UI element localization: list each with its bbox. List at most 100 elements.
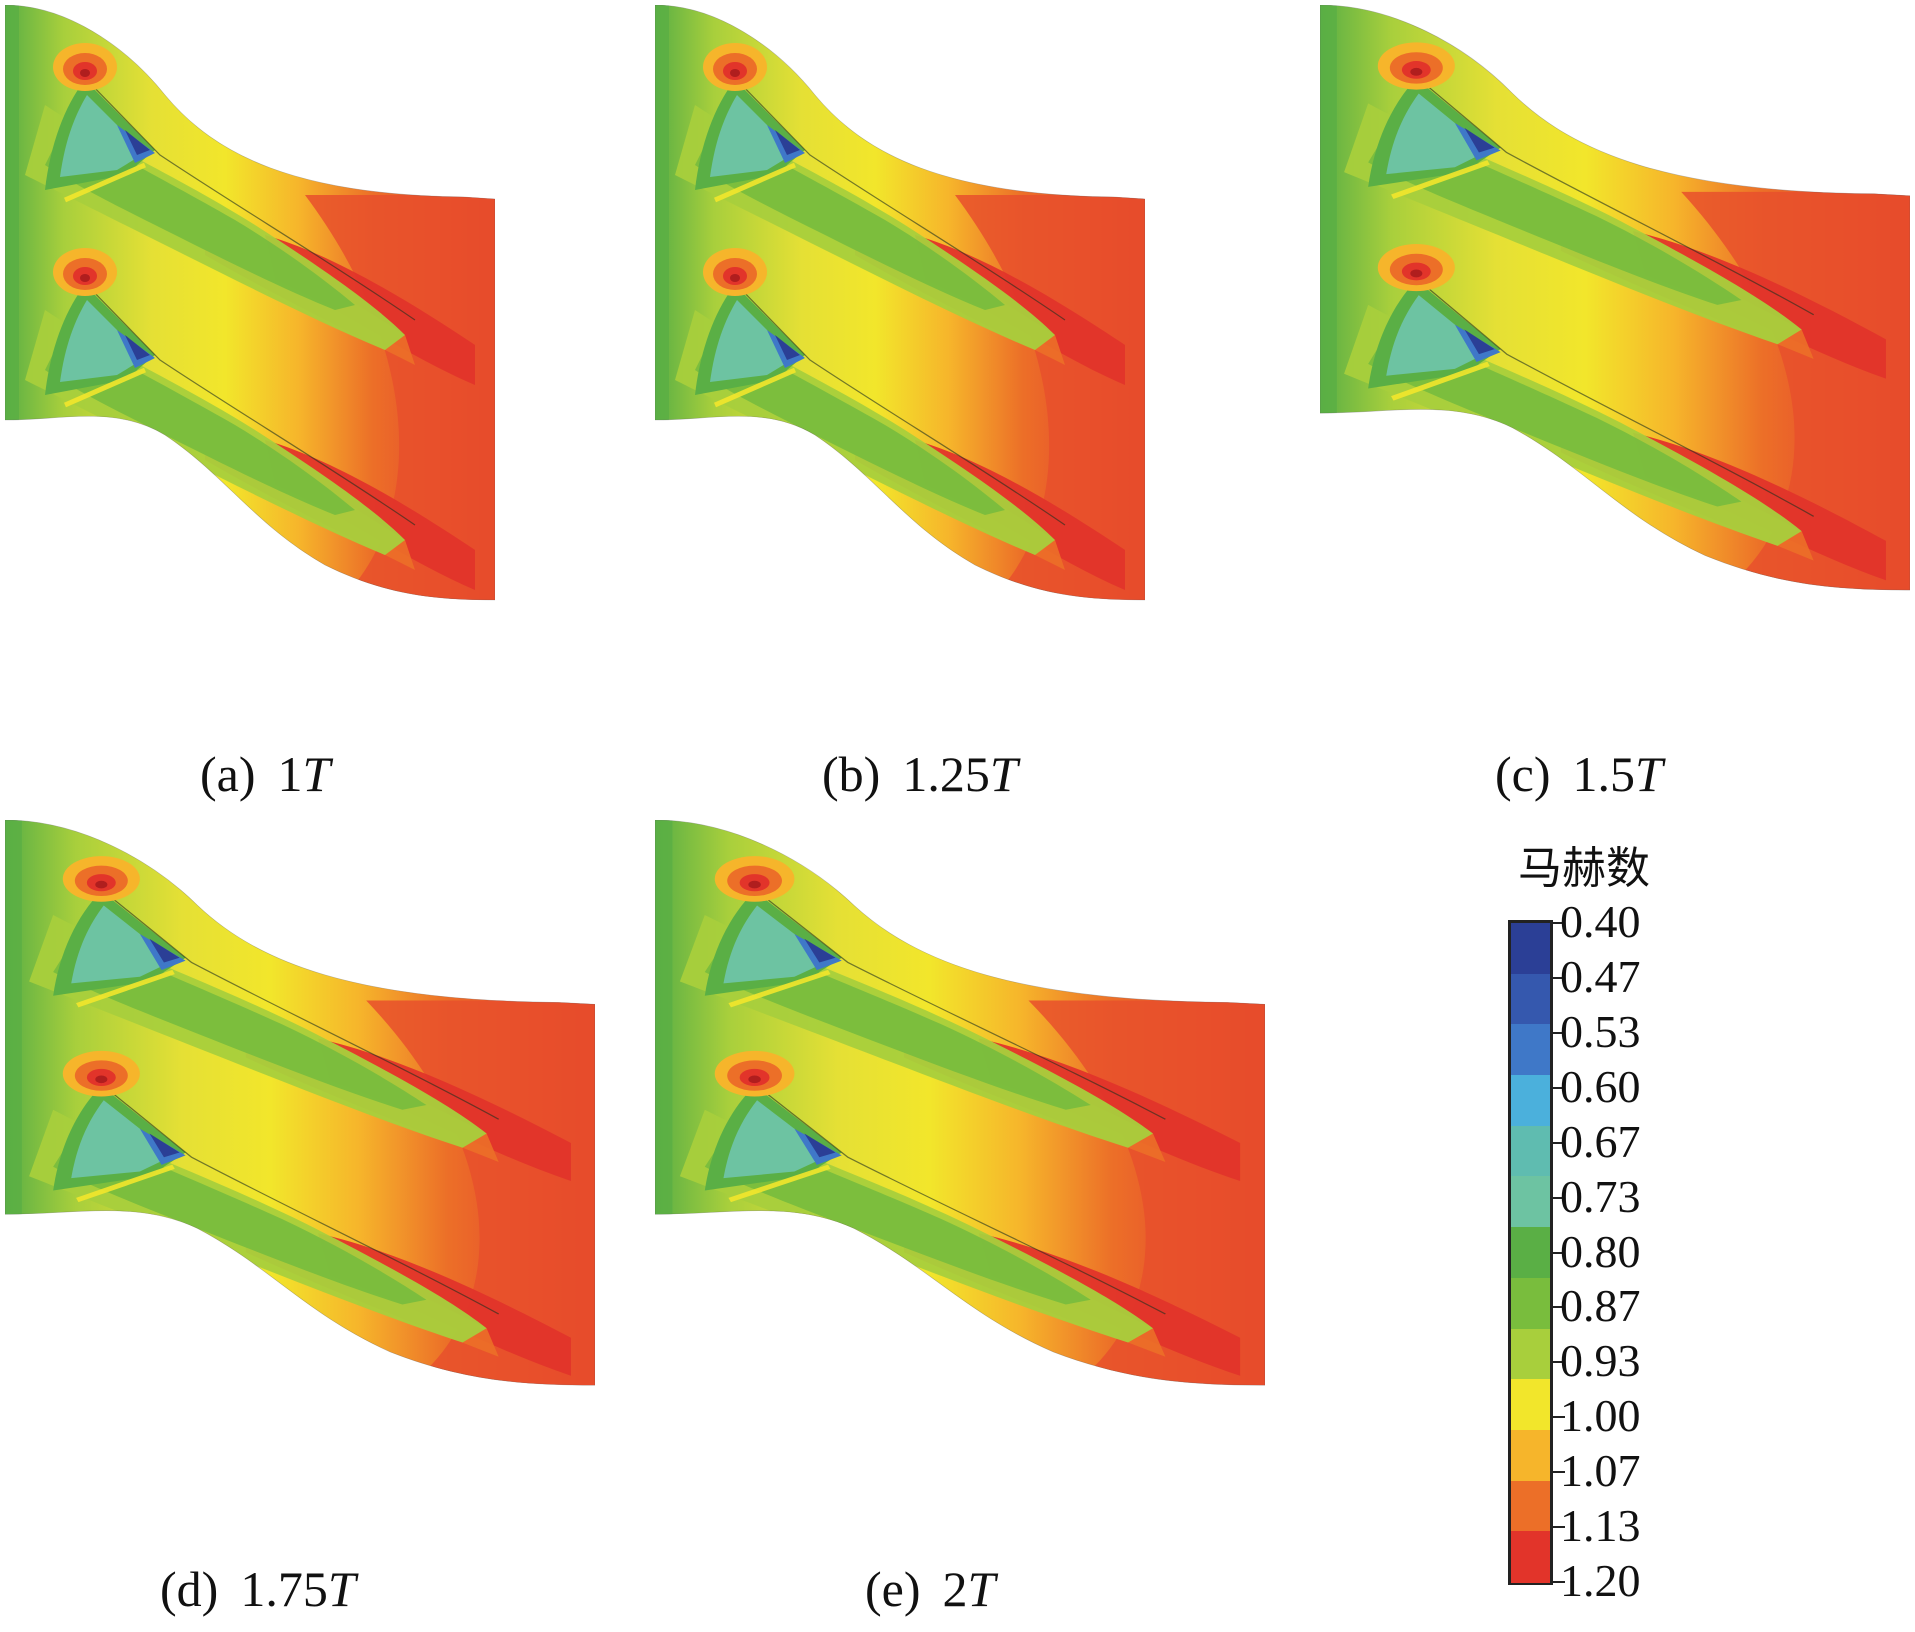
colorbar-tick-label: 0.47 [1560,950,1641,1002]
colorbar-tick-label: 0.87 [1560,1280,1641,1332]
contour-band [149,938,180,963]
contour-band [723,905,830,984]
contour-band [1681,191,1910,591]
contour-band [1320,5,1337,418]
caption-unit: T [302,746,331,802]
contour-band [1464,329,1495,355]
colorbar-tick-mark [1553,1251,1565,1254]
blade-outline [756,1085,1166,1315]
caption-tag: (e) [865,1561,921,1617]
blade-outline [736,79,1066,321]
colorbar-segment [1511,1227,1550,1279]
contour-band [804,938,836,963]
colorbar-tick-label: 1.20 [1560,1555,1641,1606]
contour-band [1410,67,1423,76]
shock-line [1391,361,1490,401]
colorbar-segment [1511,1176,1550,1229]
colorbar-segment [1511,1429,1550,1482]
contour-band [125,335,150,360]
caption-tag: (a) [200,746,256,802]
contour-band [60,95,145,177]
shock-line [713,162,797,203]
blade-outline [1418,279,1815,517]
mach-contour-plot [655,820,1265,1386]
mach-contour-plot [5,820,595,1386]
blade-outline [103,1085,500,1315]
caption-value: 2 [942,1561,968,1617]
colorbar-tick-mark [1553,1086,1565,1089]
shock-line [728,969,831,1008]
contour-band [1464,127,1495,153]
colorbar-tick-label: 1.00 [1560,1390,1641,1442]
colorbar-tick-label: 0.93 [1560,1335,1641,1387]
contour-band [95,1075,108,1084]
domain-outline [5,5,495,601]
colorbar-tick-label: 0.40 [1560,896,1641,947]
colorbar-segment [1511,923,1550,975]
colorbar-segment [1511,1480,1550,1533]
contour-band [775,130,800,155]
contour-band [955,195,1145,600]
contour-field [655,5,1145,600]
caption-b: (b) 1.25T [822,745,1018,803]
blade-outline [756,890,1166,1120]
colorbar-tick-label: 0.67 [1560,1115,1641,1167]
contour-band [125,130,150,155]
colorbar-tick-label: 0.60 [1560,1060,1641,1112]
mach-contour-plot [1320,5,1910,591]
caption-value: 1.25 [902,746,990,802]
contour-band [710,300,795,382]
blade-outline [736,284,1066,526]
contour-band [305,195,495,600]
colorbar-segment [1511,1379,1550,1431]
colorbar-segment [1511,1125,1550,1178]
colorbar [1508,920,1553,1585]
contour-band [730,274,740,282]
caption-value: 1.75 [240,1561,328,1617]
contour-band [723,1100,830,1179]
contour-field [655,820,1265,1386]
contour-panel-c [1320,5,1910,595]
domain-outline [655,5,1145,601]
caption-tag: (b) [822,746,881,802]
colorbar-tick-mark [1553,1196,1565,1199]
mach-contour-plot [655,5,1145,601]
contour-band [71,905,174,984]
caption-d: (d) 1.75T [160,1560,356,1618]
colorbar-tick-mark [1553,1141,1565,1144]
caption-value: 1.5 [1572,746,1636,802]
colorbar-segment [1511,1531,1550,1583]
colorbar-tick-mark [1553,976,1565,979]
contour-band [95,880,108,889]
colorbar-tick-mark [1553,1306,1565,1309]
contour-field [5,5,495,600]
colorbar-tick-label: 0.80 [1560,1225,1641,1277]
colorbar-segment [1511,1277,1550,1330]
contour-band [5,820,22,1219]
contour-band [1410,269,1423,278]
shock-line [713,367,797,408]
colorbar-tick-mark [1553,1471,1565,1474]
caption-unit: T [327,1561,356,1617]
colorbar-tick-mark [1553,1581,1565,1583]
contour-band [655,5,669,425]
contour-band [1386,93,1489,175]
domain-outline [5,820,595,1386]
colorbar-tick-mark [1553,1031,1565,1034]
blade-outline [1418,78,1815,316]
caption-e: (e) 2T [865,1560,995,1618]
contour-field [1320,5,1910,591]
colorbar-tick-mark [1553,1361,1565,1364]
contour-band [366,1000,595,1386]
shock-line [63,162,147,203]
contour-band [80,69,90,77]
contour-band [730,69,740,77]
contour-field [5,820,595,1386]
contour-band [1386,295,1489,376]
contour-panel-b [655,5,1145,605]
caption-unit: T [1635,746,1663,802]
caption-unit: T [967,1561,996,1617]
colorbar-tick-mark [1553,1416,1565,1419]
caption-tag: (c) [1495,746,1551,802]
colorbar-tick-label: 0.53 [1560,1005,1641,1057]
